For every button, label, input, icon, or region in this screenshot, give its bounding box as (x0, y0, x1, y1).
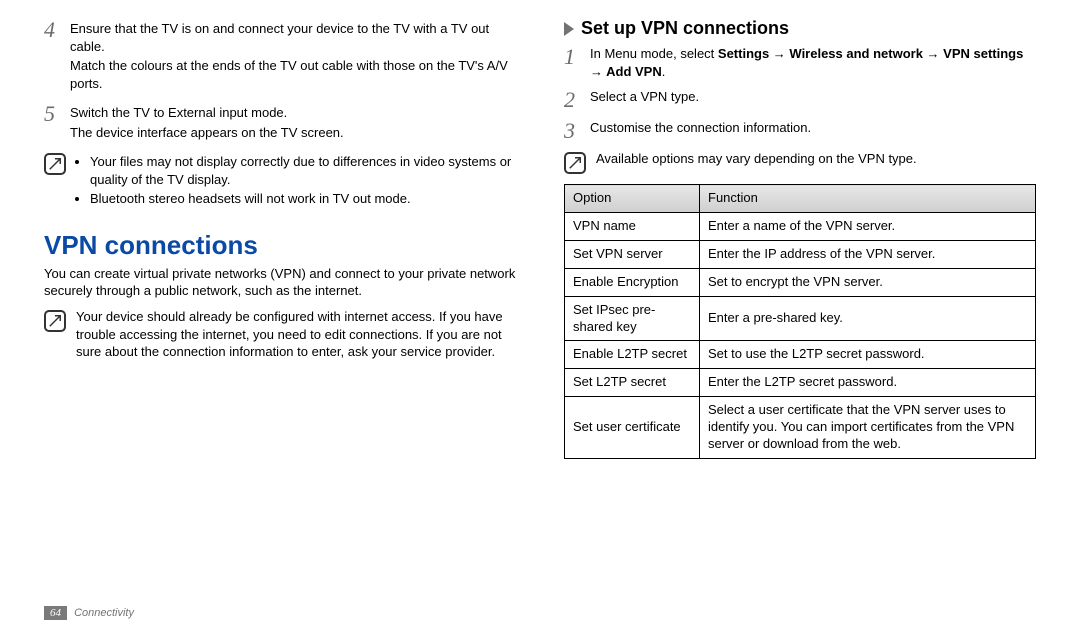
table-cell-function: Enter the IP address of the VPN server. (700, 240, 1036, 268)
note-content: Your files may not display correctly due… (76, 151, 516, 210)
table-header-option: Option (565, 185, 700, 213)
table-row: Enable L2TP secretSet to use the L2TP se… (565, 341, 1036, 369)
section-heading: VPN connections (44, 230, 516, 261)
step-4: 4 Ensure that the TV is on and connect y… (44, 18, 516, 94)
page-number: 64 (44, 606, 67, 620)
note-content: Your device should already be configured… (76, 308, 516, 361)
step-number: 2 (564, 88, 590, 111)
table-cell-function: Enter a pre-shared key. (700, 296, 1036, 341)
table-header-row: Option Function (565, 185, 1036, 213)
table-row: Set IPsec pre-shared keyEnter a pre-shar… (565, 296, 1036, 341)
table-row: Enable EncryptionSet to encrypt the VPN … (565, 268, 1036, 296)
step-text: The device interface appears on the TV s… (70, 124, 344, 142)
table-cell-function: Select a user certificate that the VPN s… (700, 397, 1036, 459)
table-header-function: Function (700, 185, 1036, 213)
step-1: 1 In Menu mode, select Settings → Wirele… (564, 45, 1036, 80)
table-cell-option: Enable L2TP secret (565, 341, 700, 369)
note-box: Your device should already be configured… (44, 308, 516, 361)
note-content: Available options may vary depending on … (596, 150, 917, 168)
step-content: Switch the TV to External input mode. Th… (70, 102, 344, 143)
step-number: 5 (44, 102, 70, 125)
footer-section: Connectivity (74, 607, 134, 619)
note-item: Bluetooth stereo headsets will not work … (90, 190, 516, 208)
step-3: 3 Customise the connection information. (564, 119, 1036, 142)
step-number: 1 (564, 45, 590, 68)
step-number: 3 (564, 119, 590, 142)
step-number: 4 (44, 18, 70, 41)
step-content: Ensure that the TV is on and connect you… (70, 18, 516, 94)
step-text: Ensure that the TV is on and connect you… (70, 20, 516, 55)
table-cell-option: Set VPN server (565, 240, 700, 268)
step-text-post: . (662, 64, 666, 79)
note-icon (44, 310, 66, 332)
chevron-icon (564, 22, 574, 36)
note-box: Available options may vary depending on … (564, 150, 1036, 174)
page-footer: 64 Connectivity (44, 607, 134, 619)
section-intro: You can create virtual private networks … (44, 265, 516, 300)
table-row: Set VPN serverEnter the IP address of th… (565, 240, 1036, 268)
table-cell-option: Set L2TP secret (565, 369, 700, 397)
table-cell-function: Set to encrypt the VPN server. (700, 268, 1036, 296)
note-list: Your files may not display correctly due… (76, 153, 516, 208)
table-row: Set L2TP secretEnter the L2TP secret pas… (565, 369, 1036, 397)
vpn-options-table: Option Function VPN nameEnter a name of … (564, 184, 1036, 459)
table-cell-option: Set IPsec pre-shared key (565, 296, 700, 341)
step-content: Customise the connection information. (590, 119, 811, 137)
step-text: Match the colours at the ends of the TV … (70, 57, 516, 92)
step-5: 5 Switch the TV to External input mode. … (44, 102, 516, 143)
step-2: 2 Select a VPN type. (564, 88, 1036, 111)
note-item: Your files may not display correctly due… (90, 153, 516, 188)
left-column: 4 Ensure that the TV is on and connect y… (44, 18, 516, 585)
sub-heading-text: Set up VPN connections (581, 18, 789, 39)
page-body: 4 Ensure that the TV is on and connect y… (0, 0, 1080, 585)
table-cell-function: Enter a name of the VPN server. (700, 212, 1036, 240)
note-box: Your files may not display correctly due… (44, 151, 516, 210)
table-row: VPN nameEnter a name of the VPN server. (565, 212, 1036, 240)
table-cell-option: Set user certificate (565, 397, 700, 459)
table-cell-option: VPN name (565, 212, 700, 240)
table-cell-function: Enter the L2TP secret password. (700, 369, 1036, 397)
right-column: Set up VPN connections 1 In Menu mode, s… (564, 18, 1036, 585)
note-icon (44, 153, 66, 175)
step-text-pre: In Menu mode, select (590, 46, 718, 61)
step-content: Select a VPN type. (590, 88, 699, 106)
note-icon (564, 152, 586, 174)
table-row: Set user certificateSelect a user certif… (565, 397, 1036, 459)
sub-heading: Set up VPN connections (564, 18, 1036, 39)
step-text: Switch the TV to External input mode. (70, 104, 344, 122)
table-cell-function: Set to use the L2TP secret password. (700, 341, 1036, 369)
table-cell-option: Enable Encryption (565, 268, 700, 296)
step-content: In Menu mode, select Settings → Wireless… (590, 45, 1036, 80)
